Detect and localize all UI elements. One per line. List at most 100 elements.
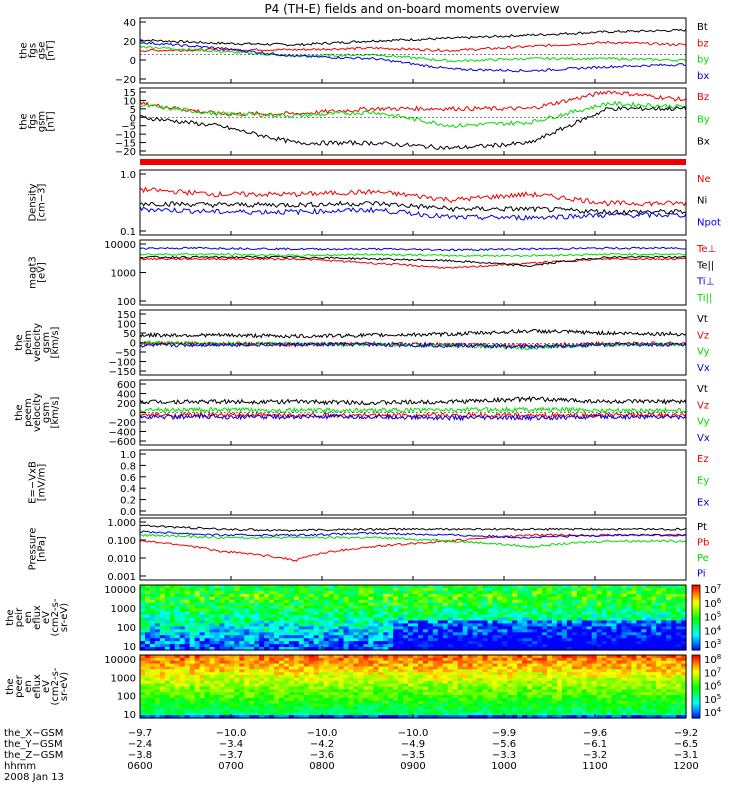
spec-cell (452, 620, 459, 625)
spec-cell (279, 663, 285, 668)
spec-cell (502, 660, 508, 665)
y-tick-label: 10000 (104, 240, 136, 251)
spec-cell (467, 596, 474, 601)
spec-cell (681, 672, 687, 676)
spec-cell (393, 611, 399, 616)
spec-cell (373, 632, 379, 636)
spec-cell (527, 599, 533, 604)
spec-cell (447, 608, 454, 613)
legend-Pt: Pt (697, 522, 707, 533)
spec-cell (547, 608, 553, 613)
spec-cell (293, 593, 300, 598)
spec-cell (611, 692, 618, 696)
spec-cell (408, 588, 414, 592)
spec-cell (358, 655, 364, 659)
spec-cell (368, 703, 374, 708)
spec-cell (244, 675, 250, 679)
spec-cell (671, 635, 677, 639)
spec-cell (274, 706, 280, 710)
spec-cell (611, 620, 618, 625)
spec-cell (333, 611, 340, 616)
spec-cell (269, 698, 275, 702)
spec-cell (179, 677, 186, 682)
spec-cell (249, 590, 255, 595)
spec-cell (244, 590, 250, 595)
spec-cell (378, 644, 384, 648)
spec-cell (576, 617, 583, 622)
spec-cell (681, 655, 687, 659)
spec-cell (556, 641, 563, 645)
spec-cell (616, 620, 623, 625)
spec-cell (517, 620, 523, 625)
spec-cell (318, 593, 325, 598)
spec-cell (462, 703, 469, 708)
ylabel-line: E=−VxB (28, 461, 39, 504)
spec-cell (393, 689, 399, 693)
spec-cell (522, 617, 528, 622)
spec-cell (368, 602, 374, 607)
spec-cell (492, 709, 498, 713)
spec-cell (283, 593, 290, 598)
spec-cell (373, 614, 379, 619)
spec-cell (527, 660, 533, 665)
spec-cell (596, 593, 603, 598)
spec-cell (199, 641, 206, 645)
spec-cell (318, 626, 325, 630)
colorbar-step (692, 639, 700, 642)
spec-cell (413, 596, 419, 601)
spec-cell (527, 666, 533, 670)
spec-cell (209, 629, 216, 633)
spec-cell (209, 599, 216, 604)
spec-cell (581, 675, 588, 679)
spec-cell (542, 617, 548, 622)
spec-cell (601, 672, 608, 676)
spec-cell (641, 706, 647, 710)
spec-cell (229, 638, 235, 642)
spec-cell (145, 672, 151, 676)
spec-cell (408, 660, 414, 665)
spec-cell (259, 620, 265, 625)
spec-cell (224, 602, 230, 607)
spec-cell (482, 657, 489, 662)
spec-cell (378, 709, 384, 713)
spec-cell (437, 647, 444, 651)
spec-cell (199, 602, 206, 607)
spec-cell (596, 629, 603, 633)
spec-cell (204, 692, 211, 696)
spec-cell (457, 647, 464, 651)
spec-cell (313, 669, 320, 673)
spec-cell (159, 602, 166, 607)
spec-cell (576, 590, 583, 595)
spec-cell (264, 686, 270, 690)
spec-cell (452, 686, 459, 690)
spec-cell (502, 703, 508, 708)
spec-cell (145, 638, 151, 642)
colorbar-base: 10 (704, 626, 717, 637)
spec-cell (586, 593, 593, 598)
spec-cell (293, 686, 300, 690)
spec-cell (596, 620, 603, 625)
spec-cell (442, 623, 449, 627)
spec-cell (432, 635, 439, 639)
spec-cell (234, 605, 240, 610)
spec-cell (616, 635, 623, 639)
spec-cell (154, 647, 161, 651)
spec-cell (646, 644, 652, 648)
spec-cell (408, 608, 414, 613)
spec-cell (517, 608, 523, 613)
spec-cell (552, 620, 558, 625)
spec-cell (547, 644, 553, 648)
spec-cell (293, 632, 300, 636)
spec-cell (149, 672, 156, 676)
spec-cell (641, 593, 647, 598)
spec-cell (343, 588, 350, 592)
spec-cell (631, 617, 637, 622)
spec-cell (413, 666, 419, 670)
spec-cell (561, 709, 568, 713)
spec-cell (363, 617, 369, 622)
spec-cell (641, 680, 647, 685)
spec-cell (586, 602, 593, 607)
spec-cell (269, 588, 275, 592)
spec-cell (522, 683, 528, 688)
spec-cell (164, 683, 171, 688)
